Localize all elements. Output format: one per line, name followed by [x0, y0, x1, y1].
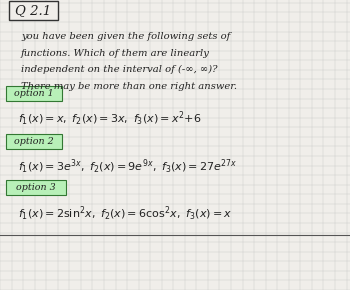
Text: independent on the interval of (-∞, ∞)?: independent on the interval of (-∞, ∞)?	[21, 65, 217, 75]
Text: $f_1(x) = 2\sin^2\!x,\ f_2(x) = 6\cos^2\!x,\ f_3(x) = x$: $f_1(x) = 2\sin^2\!x,\ f_2(x) = 6\cos^2\…	[18, 205, 232, 223]
FancyBboxPatch shape	[6, 180, 66, 195]
FancyBboxPatch shape	[6, 86, 62, 101]
FancyBboxPatch shape	[9, 1, 58, 20]
Text: you have been given the following sets of: you have been given the following sets o…	[21, 32, 230, 41]
FancyBboxPatch shape	[6, 134, 62, 149]
Text: option 2: option 2	[14, 137, 54, 146]
Text: $f_1(x) = x,\ f_2(x) = 3x,\ f_3(x) = x^2\!+\!6$: $f_1(x) = x,\ f_2(x) = 3x,\ f_3(x) = x^2…	[18, 110, 201, 128]
Text: functions. Which of them are linearly: functions. Which of them are linearly	[21, 48, 210, 58]
Text: $f_1(x) = 3e^{3x},\ f_2(x) = 9e^{9x},\ f_3(x) = 27e^{27x}$: $f_1(x) = 3e^{3x},\ f_2(x) = 9e^{9x},\ f…	[18, 158, 237, 176]
Text: There may be more than one right answer.: There may be more than one right answer.	[21, 82, 237, 91]
Text: Q 2.1: Q 2.1	[15, 4, 51, 17]
Text: option 1: option 1	[14, 89, 54, 98]
Text: option 3: option 3	[16, 183, 56, 192]
